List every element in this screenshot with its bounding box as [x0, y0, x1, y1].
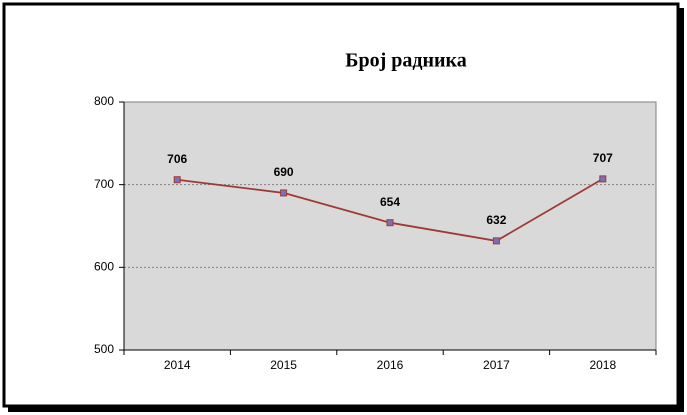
- marker: [280, 189, 288, 197]
- data-label: 690: [274, 165, 294, 179]
- chart-title: Број радника: [345, 50, 467, 72]
- marker: [492, 237, 500, 245]
- data-label: 632: [486, 213, 506, 227]
- y-tick-label: 700: [94, 177, 114, 191]
- marker: [599, 175, 607, 183]
- data-label: 706: [167, 152, 187, 166]
- x-tick-label: 2015: [270, 358, 297, 372]
- data-label: 654: [380, 195, 400, 209]
- marker: [386, 219, 394, 227]
- x-tick-label: 2014: [164, 358, 191, 372]
- data-label: 707: [593, 151, 613, 165]
- y-tick-label: 600: [94, 260, 114, 274]
- x-tick-label: 2018: [589, 358, 616, 372]
- x-tick-label: 2017: [483, 358, 510, 372]
- marker: [173, 176, 181, 184]
- y-tick-label: 800: [94, 94, 114, 108]
- y-tick-label: 500: [94, 342, 114, 356]
- x-tick-label: 2016: [377, 358, 404, 372]
